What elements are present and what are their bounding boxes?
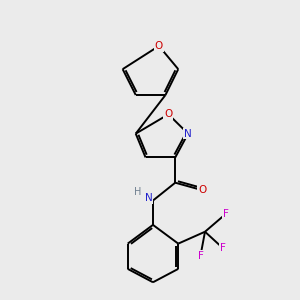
Text: O: O: [155, 41, 163, 51]
Text: F: F: [223, 209, 229, 219]
Text: N: N: [145, 193, 152, 203]
Text: O: O: [198, 185, 206, 195]
Text: O: O: [164, 109, 172, 119]
Text: H: H: [134, 187, 141, 196]
Text: F: F: [198, 250, 203, 260]
Text: N: N: [184, 129, 192, 139]
Text: F: F: [220, 243, 226, 253]
